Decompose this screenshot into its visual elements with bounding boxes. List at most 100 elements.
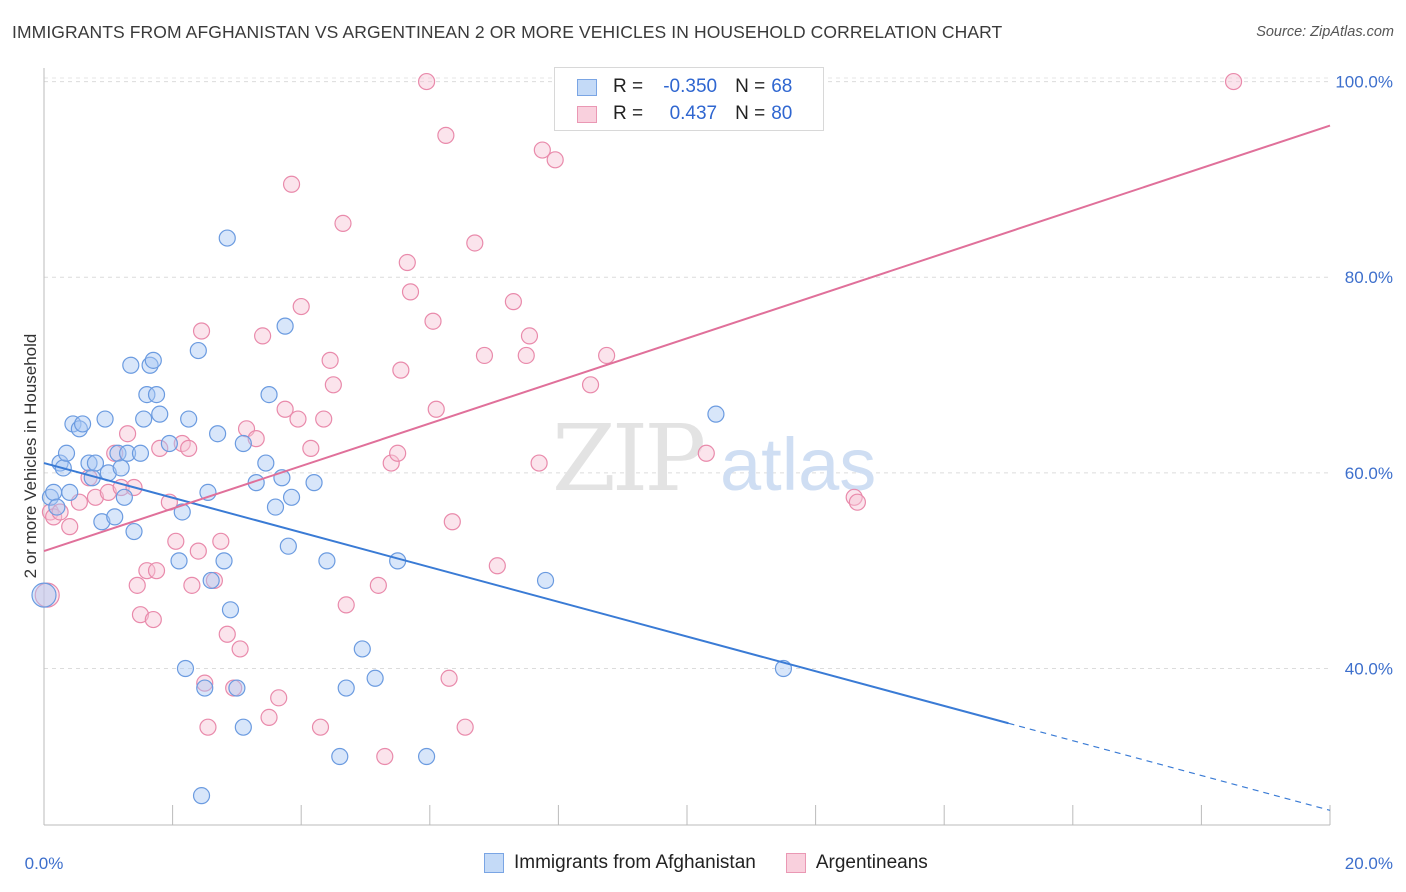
argentineans-point [337, 596, 355, 614]
argentineans-point [530, 454, 548, 472]
series-swatch-pink [785, 853, 806, 873]
y-tick-label: 100.0% [1335, 73, 1393, 92]
afghanistan-point [144, 351, 162, 369]
axes [43, 68, 1331, 826]
afghanistan-point [93, 513, 111, 531]
argentineans-point [517, 346, 535, 365]
argentineans-point [466, 234, 484, 252]
argentineans-point [218, 625, 236, 643]
argentineans-point [199, 718, 217, 736]
argentineans-point [231, 640, 249, 658]
afghanistan-point [276, 317, 294, 335]
series-label-argentineans: Argentineans [815, 852, 928, 873]
afghanistan-point [45, 483, 63, 502]
afghanistan-point [305, 474, 323, 492]
trend-lines [43, 124, 1331, 811]
afghanistan-point [221, 601, 240, 619]
afghanistan-point [257, 454, 275, 472]
legend-r-label: R = [613, 76, 644, 97]
argentineans-point [398, 253, 416, 272]
afghanistan-point [234, 718, 252, 736]
afghanistan-point [138, 385, 156, 404]
argentineans-point [376, 747, 394, 766]
legend-swatch-blue [577, 78, 597, 96]
legend-row-argentineans: R = 0.437 N = 80 [577, 101, 792, 127]
afghanistan-point [202, 571, 220, 590]
argentineans-point [302, 439, 320, 457]
legend-n-label: N = [735, 103, 766, 124]
afghanistan-point [96, 410, 114, 428]
afghanistan-point [215, 552, 233, 570]
argentineans-point [504, 293, 522, 311]
argentineans-point [282, 175, 301, 193]
x-tick-label: 20.0% [1345, 854, 1393, 873]
argentineans-point [99, 483, 117, 502]
argentineans-point [488, 557, 506, 575]
afghanistan-point [57, 444, 76, 462]
afghanistan-point [173, 503, 191, 521]
afghanistan-point [151, 405, 169, 423]
afghanistan-point [170, 552, 188, 570]
argentineans-point [456, 718, 474, 736]
argentineans-point [581, 376, 600, 394]
argentineans-point [401, 283, 420, 301]
afghanistan-point [192, 787, 211, 805]
argentineans-point [424, 312, 442, 330]
afghanistan-point [41, 488, 60, 506]
argentineans-point [1224, 72, 1243, 91]
series-legend-argentineans[interactable]: Argentineans [785, 852, 928, 874]
afghanistan-point [196, 679, 214, 697]
argentineans-point [848, 493, 866, 511]
afghanistan-point [48, 498, 66, 516]
watermark-atlas: atlas [720, 423, 876, 506]
argentineans-point [289, 410, 307, 428]
argentineans-point [324, 376, 342, 394]
series-legend-afghanistan[interactable]: Immigrants from Afghanistan [484, 852, 756, 874]
argentineans-point [334, 214, 352, 233]
argentineans-point [180, 439, 198, 457]
afghanistan-point [234, 434, 252, 453]
argentineans-point [128, 576, 146, 594]
afghanistan-trend-line [43, 462, 1009, 725]
afghanistan-point [131, 444, 150, 462]
afghanistan-point [86, 454, 105, 472]
argentineans-point [475, 346, 494, 365]
argentineans-point [276, 400, 294, 418]
afghanistan-point [180, 410, 198, 428]
series-swatch-blue [484, 853, 504, 873]
series-legend: Immigrants from Afghanistan Argentineans [484, 852, 958, 874]
argentineans-point [131, 606, 150, 624]
legend: R = -0.350 N = 68 R = 0.437 N = 80 [554, 67, 824, 131]
afghanistan-point [106, 508, 124, 526]
argentineans-point [546, 151, 564, 169]
afghanistan-point [141, 356, 159, 374]
argentineans-point [118, 425, 137, 443]
y-tick-label: 60.0% [1345, 464, 1393, 483]
afghanistan-point [353, 640, 371, 658]
afghanistan-point [122, 356, 140, 374]
argentineans-point [311, 718, 330, 736]
source-credit: Source: ZipAtlas.com [1256, 24, 1394, 40]
afghanistan-point [318, 552, 336, 570]
x-tick-label: 0.0% [25, 854, 64, 873]
argentineans-point [392, 361, 410, 379]
argentineans-point [389, 444, 407, 462]
legend-n-value: 80 [771, 103, 793, 124]
legend-row-afghanistan: R = -0.350 N = 68 [577, 74, 792, 100]
y-tick-label: 40.0% [1345, 659, 1393, 678]
argentineans-point [138, 562, 156, 580]
afghanistan-point [118, 444, 137, 462]
afghanistan-point [61, 483, 79, 502]
argentineans-point [196, 674, 214, 692]
argentineans-point [437, 126, 455, 144]
argentineans-point [440, 669, 458, 687]
afghanistan-point [31, 582, 57, 608]
afghanistan-point [337, 679, 355, 697]
afghanistan-point [176, 659, 195, 678]
afghanistan-point [536, 571, 555, 590]
argentineans-point [321, 351, 339, 369]
argentineans-point [247, 430, 265, 448]
argentineans-point [192, 322, 211, 340]
argentineans-point [369, 576, 387, 594]
